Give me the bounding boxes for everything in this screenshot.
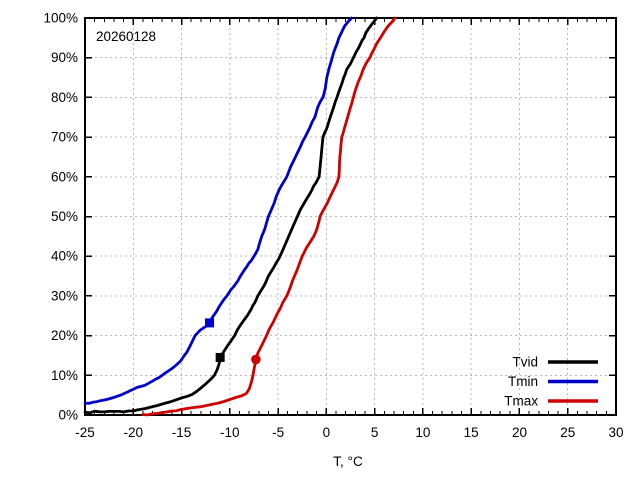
x-tick-label: 10 xyxy=(415,425,430,440)
x-tick-label: 20 xyxy=(512,425,527,440)
curve-Tvid xyxy=(83,16,379,415)
legend-label-Tvid: Tvid xyxy=(512,355,538,370)
y-tick-label: 40% xyxy=(51,249,78,264)
legend-label-Tmin: Tmin xyxy=(508,374,538,389)
legend-label-Tmax: Tmax xyxy=(504,394,538,409)
chart-render-root: -25 -20 -15 -10 -5 0 5 10 15 20 25 30 0% 10% 20% 30% 40%… xyxy=(43,11,623,441)
x-tick-label: -5 xyxy=(272,425,284,440)
x-tick-label: 25 xyxy=(560,425,575,440)
marker-Tmax xyxy=(251,354,261,365)
x-tick-label: -20 xyxy=(124,425,144,440)
y-tick-label: 30% xyxy=(51,288,78,303)
x-tick-label: 15 xyxy=(464,425,479,440)
marker-Tmin xyxy=(205,318,215,328)
y-tick-label: 70% xyxy=(51,130,78,145)
y-tick-label: 50% xyxy=(51,209,78,224)
x-tick-label: -15 xyxy=(172,425,192,440)
y-tick-label: 20% xyxy=(51,328,78,343)
curve-Tmin xyxy=(83,16,353,405)
x-tick-label: -25 xyxy=(75,425,95,440)
date-annotation: 20260128 xyxy=(96,29,156,44)
y-tick-label: 0% xyxy=(58,408,78,423)
x-tick-label: 0 xyxy=(323,425,331,440)
x-tick-label: 5 xyxy=(371,425,379,440)
x-tick-label: 30 xyxy=(608,425,623,440)
y-tick-label: 60% xyxy=(51,169,78,184)
x-tick-label: -10 xyxy=(220,425,240,440)
curve-Tmax xyxy=(141,16,397,417)
y-tick-label: 80% xyxy=(51,90,78,105)
y-tick-label: 100% xyxy=(43,11,78,26)
x-axis-title: T, °C xyxy=(333,454,363,469)
marker-Tvid xyxy=(215,352,225,362)
y-tick-label: 90% xyxy=(51,50,78,65)
y-tick-label: 10% xyxy=(51,368,78,383)
